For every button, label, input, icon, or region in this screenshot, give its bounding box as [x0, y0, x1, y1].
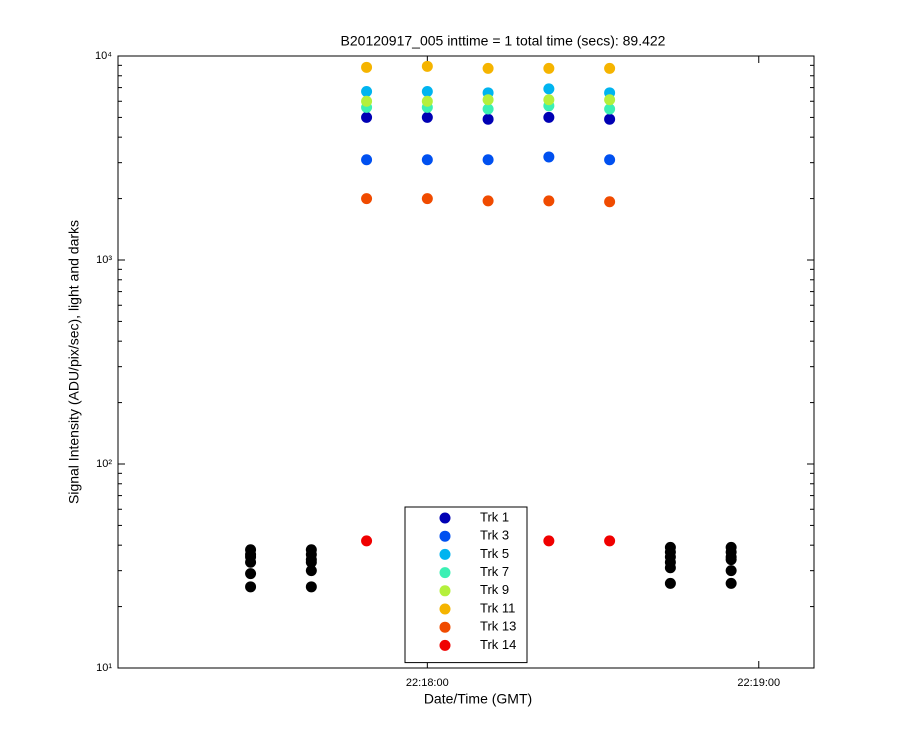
point — [421, 95, 433, 107]
legend-marker — [439, 512, 451, 524]
legend-marker — [439, 639, 451, 651]
point — [725, 565, 737, 577]
y-tick-label: 10³ — [96, 254, 112, 266]
x-axis-label: Date/Time (GMT) — [424, 691, 532, 707]
point — [421, 85, 433, 97]
y-tick-label: 10⁴ — [95, 50, 112, 62]
point — [543, 195, 555, 207]
point — [361, 85, 373, 97]
point — [543, 111, 555, 123]
point — [361, 61, 373, 73]
point — [482, 103, 494, 115]
point — [482, 62, 494, 74]
point — [361, 154, 373, 166]
legend-label: Trk 13 — [480, 619, 516, 634]
point — [421, 60, 433, 72]
point — [543, 83, 555, 95]
point — [245, 556, 257, 568]
x-tick-label: 22:19:00 — [737, 677, 780, 689]
legend-label: Trk 11 — [480, 600, 515, 615]
legend-label: Trk 14 — [480, 637, 516, 652]
point — [421, 193, 433, 205]
point — [604, 103, 616, 115]
point — [305, 556, 317, 568]
legend-marker — [439, 567, 451, 579]
point — [361, 193, 373, 205]
point — [482, 154, 494, 166]
point — [543, 62, 555, 74]
legend: Trk 1 Trk 3 Trk 5 Trk 7 Trk 9 Trk 11 Trk 13 Trk… — [404, 506, 528, 664]
y-tick-label: 10¹ — [96, 662, 112, 674]
chart-title: B20120917_005 inttime = 1 total time (se… — [341, 33, 666, 49]
legend-marker — [439, 585, 451, 597]
legend-label: Trk 5 — [480, 546, 509, 561]
legend-box — [404, 506, 528, 664]
x-tick-label: 22:18:00 — [406, 677, 449, 689]
point — [245, 568, 257, 580]
point — [421, 154, 433, 166]
point — [482, 113, 494, 125]
point — [543, 535, 555, 547]
point — [482, 94, 494, 106]
point — [604, 94, 616, 106]
point — [604, 113, 616, 125]
y-tick-label: 10² — [96, 458, 112, 470]
y-axis-label: Signal Intensity (ADU/pix/sec), light an… — [66, 220, 82, 504]
point — [305, 565, 317, 577]
legend-label: Trk 7 — [480, 564, 509, 579]
point — [421, 111, 433, 123]
point — [604, 196, 616, 208]
point — [361, 95, 373, 107]
point — [361, 111, 373, 123]
legend-marker — [439, 621, 451, 633]
point — [543, 94, 555, 106]
point — [482, 195, 494, 207]
point — [305, 581, 317, 593]
point — [664, 577, 676, 589]
point — [361, 535, 373, 547]
legend-marker — [439, 530, 451, 542]
point — [725, 577, 737, 589]
point — [604, 535, 616, 547]
point — [245, 581, 257, 593]
legend-marker — [439, 603, 451, 615]
point — [664, 562, 676, 574]
legend-label: Trk 9 — [480, 582, 509, 597]
legend-label: Trk 1 — [480, 509, 509, 524]
point — [604, 154, 616, 166]
point — [604, 62, 616, 74]
point — [725, 554, 737, 566]
legend-marker — [439, 548, 451, 560]
legend-label: Trk 3 — [480, 528, 509, 543]
point — [543, 151, 555, 163]
